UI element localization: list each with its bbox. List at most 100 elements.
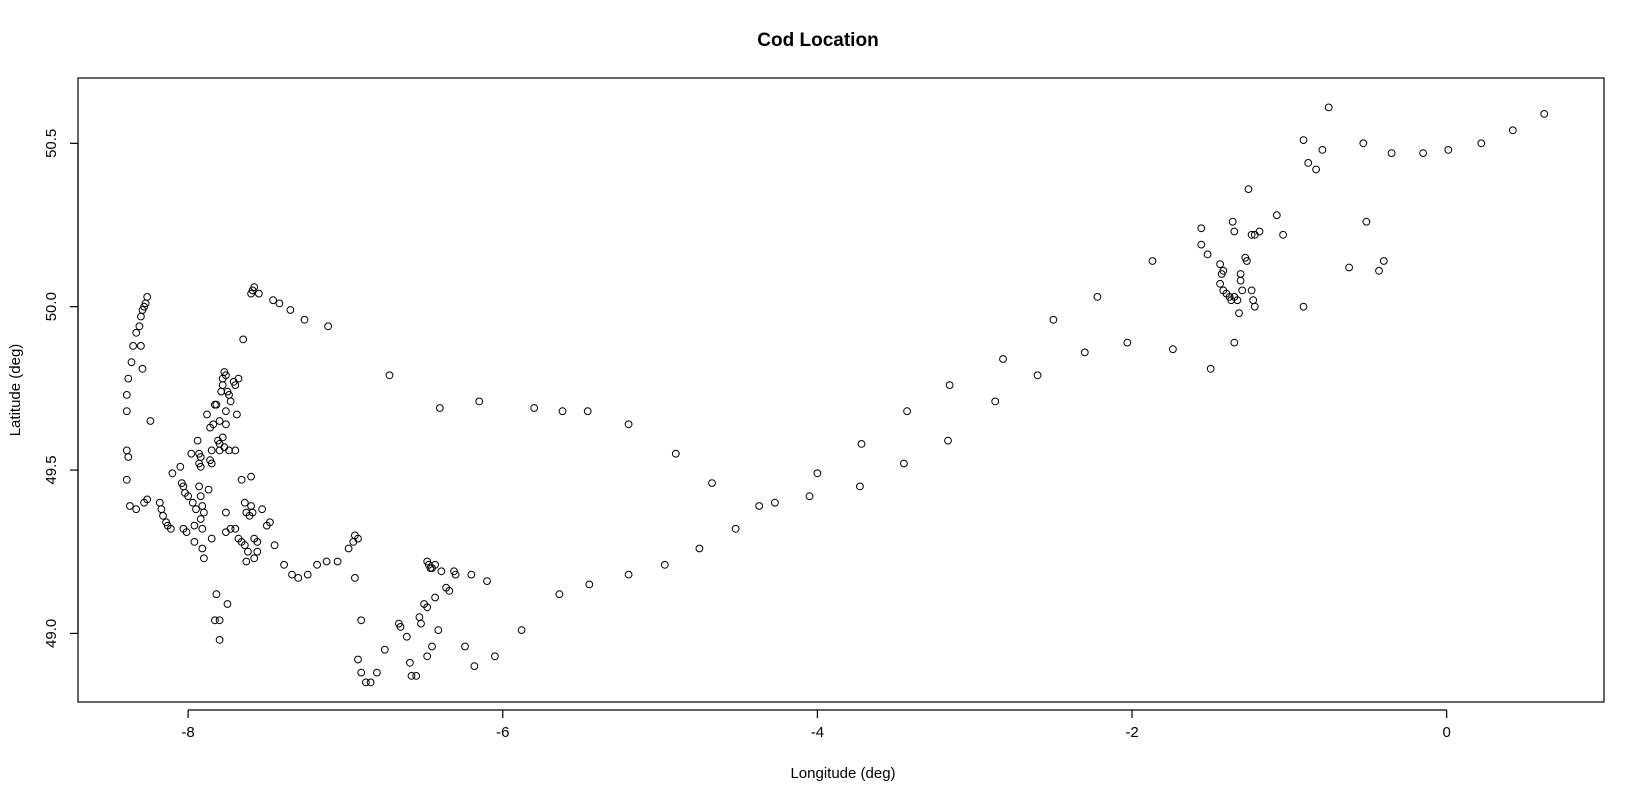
data-point: [275, 299, 284, 308]
data-point: [1148, 257, 1157, 265]
data-point: [122, 391, 131, 399]
data-point: [412, 672, 421, 680]
data-point: [127, 358, 136, 367]
data-point: [247, 289, 256, 298]
data-point: [1243, 257, 1251, 265]
data-point: [437, 567, 446, 576]
data-point: [192, 505, 200, 514]
data-point: [250, 554, 259, 563]
data-point: [168, 469, 177, 478]
data-point: [166, 524, 175, 533]
data-point: [813, 469, 822, 478]
data-point: [461, 642, 469, 651]
data-point: [483, 577, 491, 585]
data-point: [207, 446, 216, 455]
data-point: [198, 524, 207, 533]
data-point: [470, 662, 479, 670]
data-point: [1169, 345, 1177, 354]
data-point: [143, 495, 152, 504]
data-point: [137, 312, 145, 321]
data-point: [122, 475, 131, 484]
data-point: [1272, 211, 1281, 220]
data-point: [195, 482, 204, 491]
data-point: [1359, 139, 1368, 148]
data-point: [280, 560, 289, 569]
data-point: [1230, 338, 1239, 347]
data-point: [233, 410, 241, 419]
data-point: [1304, 159, 1313, 167]
data-point: [255, 289, 263, 298]
data-point: [1206, 364, 1215, 373]
y-tick-label: 49.5: [43, 455, 60, 484]
data-point: [708, 479, 716, 488]
data-point: [1236, 276, 1245, 285]
data-point: [155, 498, 164, 507]
y-tick-label: 49.0: [43, 619, 60, 648]
data-point: [231, 446, 240, 455]
data-point: [1419, 149, 1427, 158]
data-point: [226, 524, 235, 533]
data-point: [624, 570, 633, 579]
data-point: [244, 547, 252, 556]
data-point: [253, 547, 262, 556]
data-point: [357, 668, 366, 677]
data-point: [445, 587, 454, 595]
data-point: [1279, 230, 1287, 239]
data-point: [253, 538, 262, 546]
data-point: [385, 371, 394, 380]
data-point: [198, 544, 207, 553]
data-point: [530, 404, 539, 412]
data-point: [396, 623, 405, 631]
data-point: [366, 678, 375, 687]
data-point: [671, 449, 680, 458]
data-point: [1250, 302, 1259, 311]
data-point: [211, 616, 219, 625]
data-point: [660, 560, 669, 569]
data-point: [122, 407, 131, 416]
data-point: [1299, 302, 1308, 311]
data-point: [1255, 227, 1264, 236]
data-point: [129, 342, 138, 350]
data-point: [190, 538, 199, 546]
data-point: [555, 590, 564, 599]
data-point: [193, 436, 202, 445]
data-point: [222, 407, 230, 416]
data-point: [1379, 257, 1388, 265]
x-tick-label: -4: [811, 724, 824, 741]
data-point: [231, 524, 240, 533]
data-point: [435, 404, 444, 412]
data-point: [196, 492, 205, 501]
data-point: [203, 410, 211, 419]
data-point: [1203, 250, 1212, 259]
data-point: [1244, 185, 1253, 194]
data-point: [215, 446, 224, 455]
data-point: [184, 492, 193, 501]
data-point: [215, 417, 224, 425]
data-point: [212, 400, 221, 409]
x-tick-label: -2: [1125, 724, 1138, 741]
data-point: [198, 502, 207, 510]
data-point: [380, 645, 389, 654]
data-point: [220, 443, 229, 452]
data-point: [226, 397, 235, 406]
data-point: [406, 658, 414, 667]
data-point: [200, 554, 208, 563]
data-point: [1228, 217, 1237, 226]
data-point: [222, 420, 230, 429]
data-point: [1217, 270, 1226, 278]
data-point: [240, 498, 249, 507]
data-point: [1375, 266, 1383, 275]
data-point: [217, 387, 226, 396]
data-point: [517, 626, 526, 634]
data-point: [143, 293, 152, 301]
data-point: [294, 574, 303, 582]
data-point: [731, 524, 740, 533]
data-point: [1362, 217, 1371, 226]
data-point: [222, 371, 230, 380]
data-point: [1197, 224, 1206, 233]
data-point: [1093, 293, 1102, 301]
x-tick-label: -6: [496, 724, 509, 741]
data-point: [209, 420, 218, 429]
data-point: [1033, 371, 1042, 380]
data-point: [402, 632, 411, 641]
